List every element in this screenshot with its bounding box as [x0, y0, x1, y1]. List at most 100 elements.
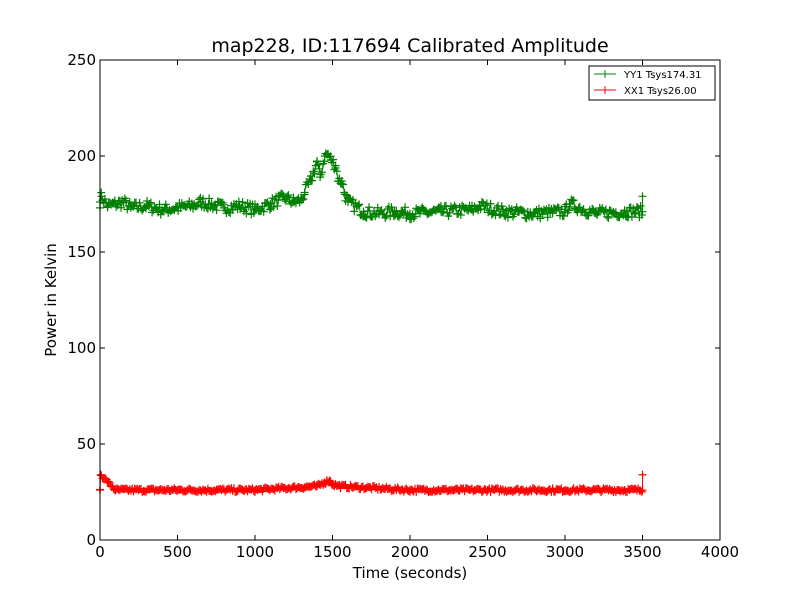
x-tick-label: 0	[95, 543, 105, 561]
data-point	[100, 474, 109, 483]
data-point	[329, 155, 338, 164]
data-point	[353, 201, 362, 210]
x-tick-label: 3000	[546, 543, 584, 561]
x-tick-label: 3500	[623, 543, 661, 561]
data-point	[638, 207, 647, 216]
data-point	[438, 208, 447, 217]
data-point	[521, 213, 530, 222]
data-point	[123, 205, 132, 214]
data-point	[638, 192, 647, 201]
data-point	[631, 208, 640, 217]
legend: YY1 Tsys174.31 XX1 Tsys26.00	[588, 65, 716, 101]
data-point	[283, 192, 292, 201]
x-tick-label: 500	[163, 543, 192, 561]
legend-marker-xx1	[601, 86, 609, 94]
axis-ticks: 0 500 1000 1500 2000 2500 3000 3500 4000 0 50 100 15…	[67, 51, 739, 561]
data-point	[317, 168, 326, 177]
data-point	[314, 160, 323, 169]
data-point	[569, 196, 578, 205]
legend-label-yy1: YY1 Tsys174.31	[623, 70, 702, 81]
data-point	[345, 194, 354, 203]
data-point	[332, 167, 341, 176]
data-point	[339, 180, 348, 189]
data-point	[242, 209, 251, 218]
data-point	[637, 487, 646, 496]
data-point	[518, 206, 527, 215]
data-point	[491, 211, 500, 220]
data-point	[604, 213, 613, 222]
data-point	[636, 201, 645, 210]
y-tick-label: 100	[67, 339, 96, 357]
data-point	[500, 211, 509, 220]
data-point	[365, 203, 374, 212]
data-point	[450, 201, 459, 210]
axes-frame	[99, 59, 721, 541]
data-point	[291, 199, 300, 208]
x-tick-label: 1000	[236, 543, 274, 561]
data-point	[145, 200, 154, 209]
data-point	[415, 209, 424, 218]
plot-area	[96, 149, 647, 496]
x-tick-label: 2000	[391, 543, 429, 561]
legend-label-xx1: XX1 Tsys26.00	[624, 86, 697, 97]
data-point	[205, 194, 214, 203]
y-axis-label: Power in Kelvin	[42, 243, 60, 357]
data-point	[480, 204, 489, 213]
data-point	[146, 198, 155, 207]
data-point	[249, 209, 258, 218]
y-tick-label: 50	[77, 435, 96, 453]
data-point	[208, 205, 217, 214]
data-point	[259, 207, 268, 216]
data-point	[559, 212, 568, 221]
data-point	[117, 203, 126, 212]
data-point	[350, 207, 359, 216]
legend-marker-yy1	[601, 70, 609, 78]
data-point	[241, 203, 250, 212]
data-point	[435, 203, 444, 212]
data-point	[601, 205, 610, 214]
data-point	[503, 213, 512, 222]
data-point	[337, 176, 346, 185]
data-point	[299, 195, 308, 204]
data-point	[297, 196, 306, 205]
data-point	[548, 209, 557, 218]
data-point	[481, 201, 490, 210]
data-point	[638, 470, 647, 479]
data-point	[439, 207, 448, 216]
data-point	[362, 213, 371, 222]
data-point	[611, 208, 620, 217]
data-point	[238, 198, 247, 207]
x-axis-label: Time (seconds)	[352, 564, 468, 582]
data-point	[210, 201, 219, 210]
data-point	[129, 202, 138, 211]
data-point	[359, 207, 368, 216]
y-tick-label: 250	[67, 51, 96, 69]
data-point	[536, 214, 545, 223]
chart-title: map228, ID:117694 Calibrated Amplitude	[211, 35, 608, 57]
y-tick-label: 200	[67, 147, 96, 165]
data-point	[151, 204, 160, 213]
x-tick-label: 2500	[468, 543, 506, 561]
data-point	[308, 176, 317, 185]
data-point	[398, 208, 407, 217]
y-tick-label: 0	[86, 531, 96, 549]
data-point	[140, 202, 149, 211]
data-point	[638, 486, 647, 495]
data-point	[603, 212, 612, 221]
data-point	[507, 205, 516, 214]
series-1	[96, 470, 647, 496]
data-point	[630, 209, 639, 218]
data-point	[477, 197, 486, 206]
data-point	[543, 213, 552, 222]
data-point	[104, 477, 113, 486]
data-point	[492, 203, 501, 212]
data-point	[410, 212, 419, 221]
data-point	[269, 202, 278, 211]
data-point	[387, 203, 396, 212]
data-point	[100, 194, 109, 203]
data-point	[161, 200, 170, 209]
data-point	[409, 214, 418, 223]
data-point	[390, 207, 399, 216]
data-point	[632, 202, 641, 211]
